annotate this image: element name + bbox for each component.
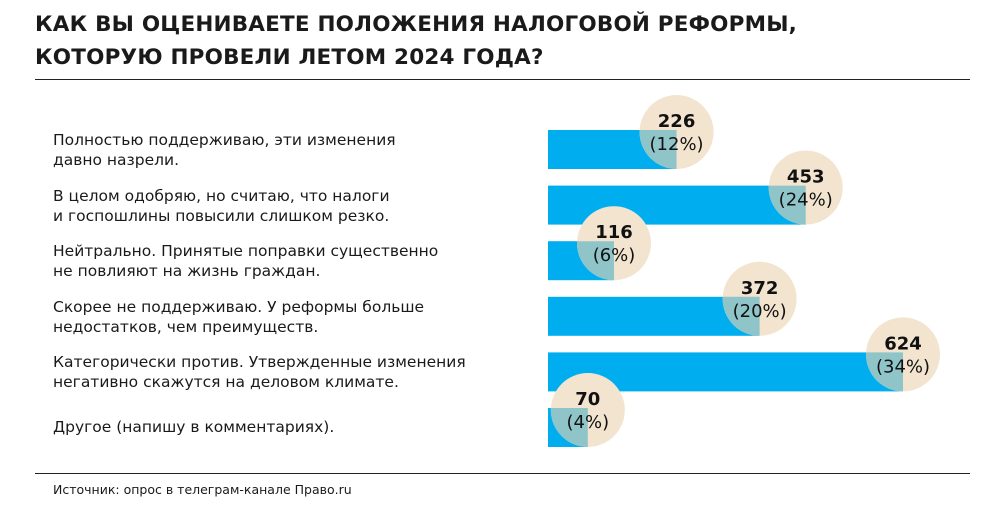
bubble-overlap <box>550 408 588 447</box>
bubble-overlap <box>577 241 614 281</box>
percent-label: (34%) <box>876 356 930 377</box>
category-label: Другое (напишу в комментариях). <box>53 417 533 437</box>
value-label: 624 <box>884 333 922 354</box>
category-label-line: и госпошлины повысили слишком резко. <box>53 206 390 225</box>
top-divider <box>35 79 970 80</box>
bottom-divider <box>35 473 970 474</box>
chart-title: КАК ВЫ ОЦЕНИВАЕТЕ ПОЛОЖЕНИЯ НАЛОГОВОЙ РЕ… <box>35 8 975 74</box>
category-label-line: Скорее не поддерживаю. У реформы больше <box>53 297 425 316</box>
percent-label: (6%) <box>593 245 636 266</box>
category-label: Полностью поддерживаю, эти изменения давн… <box>53 130 533 170</box>
percent-label: (20%) <box>733 301 787 322</box>
category-label: Категорически против. Утвержденные измен… <box>53 352 533 392</box>
category-label-line: Полностью поддерживаю, эти изменения <box>53 131 396 149</box>
category-label-line: Другое (напишу в комментариях). <box>53 418 335 436</box>
value-label: 226 <box>658 111 696 132</box>
title-line-2: КОТОРУЮ ПРОВЕЛИ ЛЕТОМ 2024 ГОДА? <box>35 45 544 70</box>
value-label: 116 <box>595 222 633 243</box>
bubble-overlap <box>722 296 760 336</box>
category-label-line: не повлияют на жизнь граждан. <box>53 262 321 281</box>
bubble-overlap <box>768 185 806 225</box>
category-label-line: давно назрели. <box>53 151 180 169</box>
category-label: Скорее не поддерживаю. У реформы больше н… <box>53 297 533 337</box>
category-label: В целом одобряю, но считаю, что налоги и … <box>53 186 533 226</box>
value-label: 372 <box>741 278 779 299</box>
bubble-overlap <box>866 352 903 392</box>
category-label-line: недостатков, чем преимуществ. <box>53 317 319 336</box>
title-line-1: КАК ВЫ ОЦЕНИВАЕТЕ ПОЛОЖЕНИЯ НАЛОГОВОЙ РЕ… <box>35 12 798 37</box>
source-note: Источник: опрос в телеграм-канале Право.… <box>53 482 352 497</box>
value-label: 453 <box>787 167 825 188</box>
percent-label: (4%) <box>567 412 610 433</box>
category-label-line: Нейтрально. Принятые поправки существенн… <box>53 242 439 261</box>
category-label-line: В целом одобряю, но считаю, что налоги <box>53 186 390 205</box>
value-label: 70 <box>575 389 600 410</box>
category-label-line: негативно скажутся на деловом климате. <box>53 373 399 392</box>
bubble-overlap <box>639 130 677 169</box>
percent-label: (24%) <box>779 190 833 211</box>
percent-label: (12%) <box>650 134 704 155</box>
category-label: Нейтрально. Принятые поправки существенн… <box>53 241 533 281</box>
category-label-line: Категорически против. Утвержденные измен… <box>53 353 466 372</box>
